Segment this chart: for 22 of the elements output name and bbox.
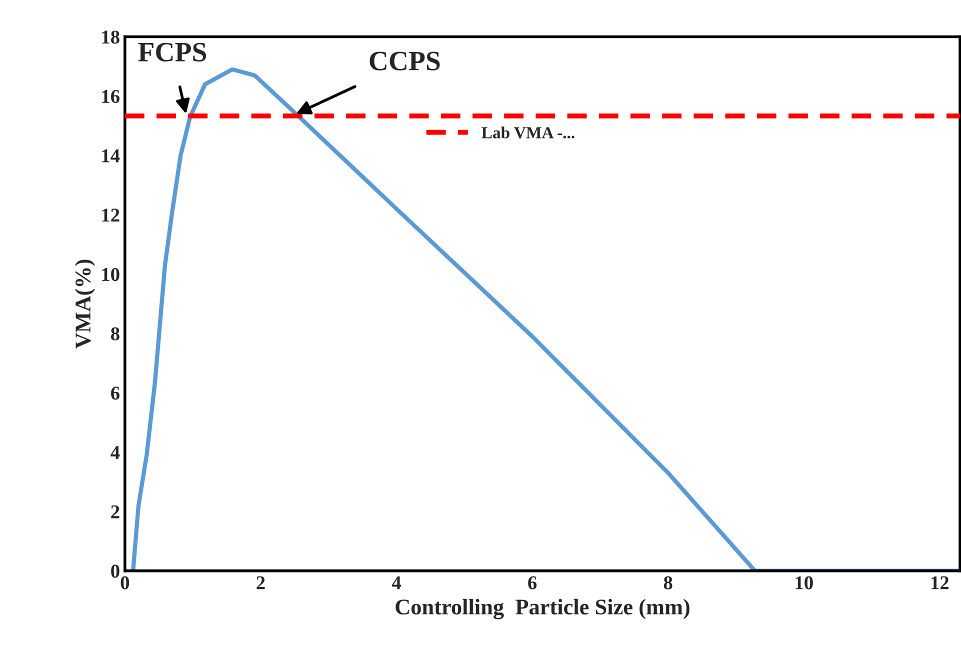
y-tick-label: 4: [110, 446, 120, 459]
x-tick-label: 10: [796, 576, 813, 590]
x-tick-label: 8: [664, 576, 672, 590]
x-tick-label: 12: [932, 576, 949, 590]
x-tick-label: 2: [256, 576, 265, 590]
y-tick-label: 14: [102, 149, 120, 162]
y-tick-label: 0: [111, 564, 120, 578]
y-tick-label: 18: [102, 30, 120, 44]
y-tick-label: 6: [111, 386, 120, 400]
y-tick-label: 8: [110, 327, 120, 340]
y-tick-label: 12: [102, 208, 120, 222]
annotation: CCPS: [370, 52, 440, 70]
y-axis-title: VMA(%): [74, 260, 96, 349]
legend-label: Lab VMA -...: [482, 126, 574, 138]
y-tick-label: 10: [102, 268, 120, 282]
y-tick-label: 16: [102, 90, 120, 104]
x-tick-label: 6: [528, 576, 537, 590]
annotation: FCPS: [138, 42, 206, 62]
x-tick-label: 4: [392, 576, 402, 590]
x-tick-label: 0: [120, 576, 130, 590]
x-axis-title: Controlling Particle Size (mm): [396, 598, 690, 620]
y-tick-label: 2: [111, 505, 120, 518]
